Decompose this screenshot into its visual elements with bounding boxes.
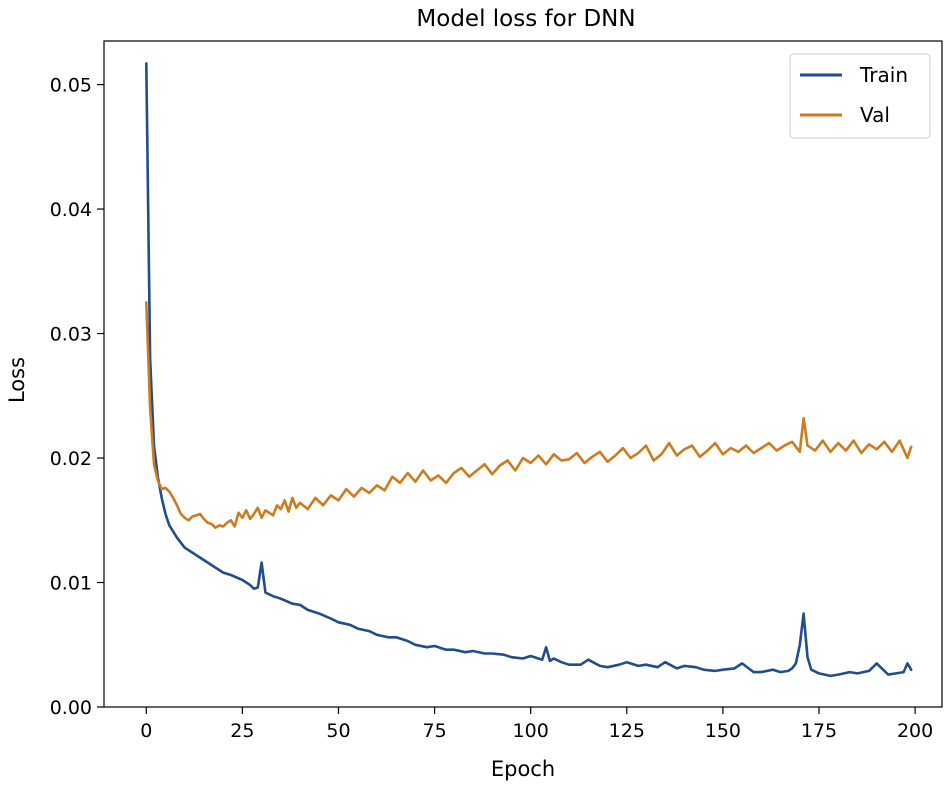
y-tick-label: 0.04 bbox=[50, 199, 92, 221]
x-tick-label: 25 bbox=[230, 720, 254, 742]
x-tick-label: 125 bbox=[609, 720, 645, 742]
chart-title: Model loss for DNN bbox=[416, 6, 635, 32]
y-tick-label: 0.01 bbox=[50, 573, 92, 595]
x-tick-label: 175 bbox=[801, 720, 837, 742]
x-axis-ticks: 0 25 50 75 100 125 150 175 200 bbox=[140, 707, 933, 742]
y-tick-label: 0.05 bbox=[50, 75, 92, 97]
y-tick-label: 0.03 bbox=[50, 324, 92, 346]
y-axis-title: Loss bbox=[5, 357, 29, 403]
series-layer bbox=[145, 62, 913, 678]
x-tick-label: 100 bbox=[513, 720, 549, 742]
x-tick-label: 50 bbox=[326, 720, 350, 742]
legend-label-train: Train bbox=[859, 63, 908, 87]
series-line-train bbox=[145, 62, 913, 678]
x-tick-label: 150 bbox=[705, 720, 741, 742]
plot-area bbox=[103, 40, 943, 708]
x-tick-label: 200 bbox=[897, 720, 933, 742]
axes-frame bbox=[103, 40, 943, 708]
series-line-val bbox=[145, 301, 913, 530]
y-axis-ticks: 0.00 0.01 0.02 0.03 0.04 0.05 bbox=[50, 75, 104, 719]
x-axis-title: Epoch bbox=[491, 757, 555, 781]
x-tick-label: 0 bbox=[140, 720, 152, 742]
legend-label-val: Val bbox=[860, 103, 890, 127]
y-tick-label: 0.02 bbox=[50, 448, 92, 470]
y-tick-label: 0.00 bbox=[50, 697, 92, 719]
x-tick-label: 75 bbox=[422, 720, 446, 742]
legend: Train Val bbox=[789, 53, 931, 139]
